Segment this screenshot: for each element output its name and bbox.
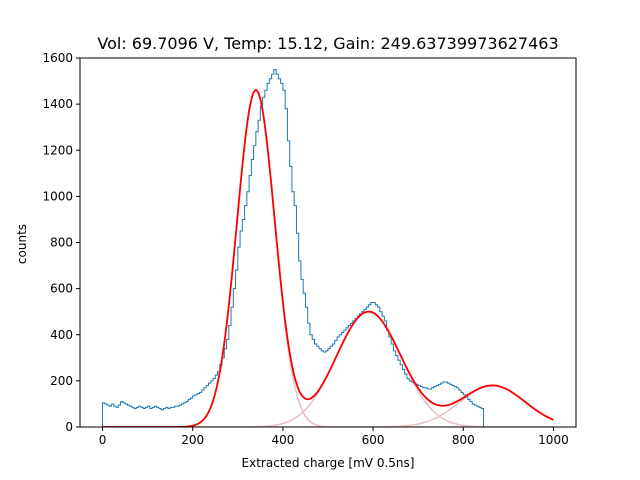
histogram-series [102, 69, 485, 427]
axes-frame [79, 57, 577, 428]
component-gaussian-2 [102, 310, 554, 427]
y-tick-label: 1200 [42, 143, 73, 157]
axes: 0 200 400 600 800 1000 0 200 400 600 800 1000 1200 14… [42, 51, 577, 447]
y-tick-label: 1400 [42, 97, 73, 111]
x-tick-label: 1000 [538, 433, 569, 447]
plot-area [102, 69, 554, 427]
y-tick-label: 200 [50, 374, 73, 388]
x-tick-label: 800 [452, 433, 475, 447]
y-tick-label: 800 [50, 236, 73, 250]
x-tick-label: 200 [181, 433, 204, 447]
y-tick-label: 1000 [42, 189, 73, 203]
y-axis-label: counts [15, 224, 29, 264]
y-tick-label: 1600 [42, 51, 73, 65]
y-tick-label: 600 [50, 282, 73, 296]
x-axis-label: Extracted charge [mV 0.5ns] [242, 456, 415, 470]
component-gaussian-3 [102, 384, 554, 427]
chart-title: Vol: 69.7096 V, Temp: 15.12, Gain: 249.6… [97, 34, 558, 53]
y-tick-label: 0 [65, 420, 73, 434]
x-tick-label: 400 [271, 433, 294, 447]
y-tick-label: 400 [50, 328, 73, 342]
x-tick-label: 600 [362, 433, 385, 447]
fit-curve [102, 89, 554, 427]
component-gaussian-1 [102, 89, 554, 427]
x-tick-label: 0 [99, 433, 107, 447]
